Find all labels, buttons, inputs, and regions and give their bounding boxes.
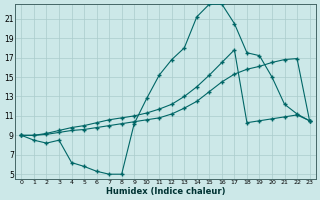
X-axis label: Humidex (Indice chaleur): Humidex (Indice chaleur) xyxy=(106,187,225,196)
